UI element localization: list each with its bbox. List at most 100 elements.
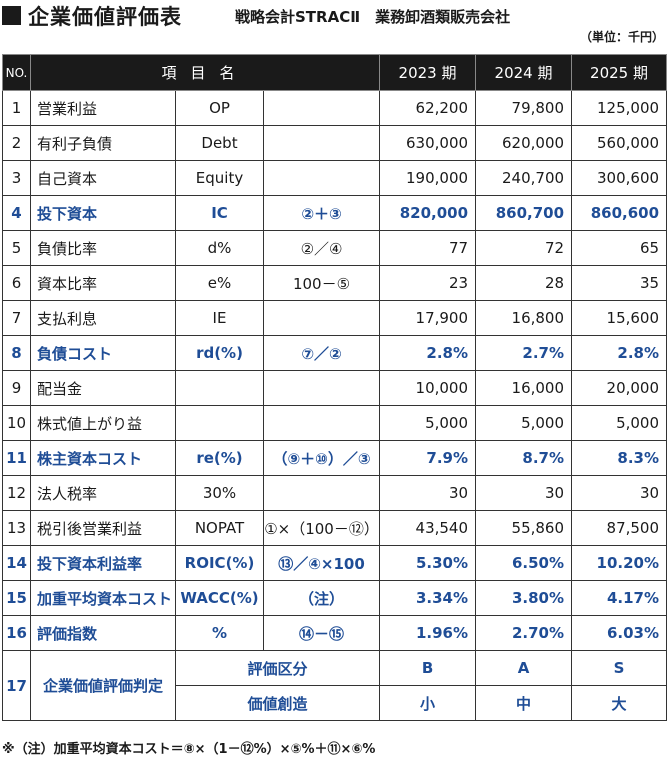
row-formula: ①×（100－⑫） bbox=[262, 510, 381, 546]
table-row: 2 有利子負債 Debt 630,000 620,000 560,000 bbox=[2, 125, 668, 161]
valuation-table: NO. 項目名 2023 期 2024 期 2025 期 1 営業利益 OP 62,2… bbox=[2, 54, 668, 721]
value-2024: 16,800 bbox=[475, 300, 573, 336]
value-2023: 10,000 bbox=[379, 370, 477, 406]
header-year-2025: 2025 期 bbox=[571, 54, 668, 91]
row-abbreviation: IC bbox=[175, 195, 264, 231]
value-2025: 35 bbox=[571, 265, 668, 301]
row-abbreviation: OP bbox=[175, 90, 264, 126]
value-2024: 30 bbox=[475, 475, 573, 511]
table-row: 7 支払利息 IE 17,900 16,800 15,600 bbox=[2, 300, 668, 336]
header-item: 項目名 bbox=[29, 54, 381, 91]
value-2023: 5.30% bbox=[379, 545, 477, 581]
value-2025: 300,600 bbox=[571, 160, 668, 196]
row-number: 14 bbox=[2, 545, 31, 581]
value-2023: 62,200 bbox=[379, 90, 477, 126]
judgement-value-label: 価値創造 bbox=[174, 685, 381, 721]
table-row: 13 税引後営業利益 NOPAT ①×（100－⑫） 43,540 55,860 87,50… bbox=[2, 510, 668, 546]
value-2024: 2.7% bbox=[475, 335, 573, 371]
table-row: 9 配当金 10,000 16,000 20,000 bbox=[2, 370, 668, 406]
value-2025: 125,000 bbox=[571, 90, 668, 126]
row-item-name: 負債コスト bbox=[30, 335, 176, 371]
row-abbreviation: re(%) bbox=[175, 440, 264, 476]
row-item-name: 配当金 bbox=[30, 370, 176, 406]
row-formula bbox=[262, 405, 381, 441]
value-2024: 5,000 bbox=[475, 405, 573, 441]
row-abbreviation: % bbox=[175, 615, 264, 651]
row-number: 16 bbox=[2, 615, 31, 651]
header: 企業価値評価表 戦略会計STRACⅡ 業務卸酒類販売会社 bbox=[2, 0, 668, 30]
footnote: ※（注）加重平均資本コスト＝⑧×（1－⑫%）×⑤%＋⑪×⑥% bbox=[2, 742, 376, 757]
value-2023: 3.34% bbox=[379, 580, 477, 616]
row-abbreviation: e% bbox=[175, 265, 264, 301]
value-2025: 4.17% bbox=[571, 580, 668, 616]
row-item-name: 投下資本 bbox=[30, 195, 176, 231]
row-number: 15 bbox=[2, 580, 31, 616]
judgement-grade-label: 評価区分 bbox=[174, 650, 381, 686]
value-2023: 77 bbox=[379, 230, 477, 266]
value-2025: 860,600 bbox=[571, 195, 668, 231]
value-2024: 28 bbox=[475, 265, 573, 301]
row-abbreviation: NOPAT bbox=[175, 510, 264, 546]
value-2024: 3.80% bbox=[475, 580, 573, 616]
value-2025: 20,000 bbox=[571, 370, 668, 406]
title-square-icon bbox=[2, 6, 21, 25]
row-item-name: 評価指数 bbox=[30, 615, 176, 651]
row-item-name: 税引後営業利益 bbox=[30, 510, 176, 546]
row-number: 2 bbox=[2, 125, 31, 161]
header-year-2024: 2024 期 bbox=[475, 54, 573, 91]
row-abbreviation: d% bbox=[175, 230, 264, 266]
row-item-name: 支払利息 bbox=[30, 300, 176, 336]
row-formula: ⑬／④×100 bbox=[262, 545, 381, 581]
value-2025: 5,000 bbox=[571, 405, 668, 441]
value-2024: 240,700 bbox=[475, 160, 573, 196]
table-row: 16 評価指数% ⑭－⑮ 1.96% 2.70% 6.03% bbox=[2, 615, 668, 651]
row-abbreviation: rd(%) bbox=[175, 335, 264, 371]
value-2025: 10.20% bbox=[571, 545, 668, 581]
row-formula bbox=[262, 300, 381, 336]
row-abbreviation: ROIC(%) bbox=[175, 545, 264, 581]
row-abbreviation: Equity bbox=[175, 160, 264, 196]
header-row: NO. 項目名 2023 期 2024 期 2025 期 bbox=[2, 54, 668, 91]
value-2024: 860,700 bbox=[475, 195, 573, 231]
row-number: 8 bbox=[2, 335, 31, 371]
row-formula bbox=[262, 125, 381, 161]
value-2024: 16,000 bbox=[475, 370, 573, 406]
row-number: 9 bbox=[2, 370, 31, 406]
header-no: NO. bbox=[2, 54, 31, 91]
row-abbreviation: Debt bbox=[175, 125, 264, 161]
row-number: 4 bbox=[2, 195, 31, 231]
row-formula bbox=[262, 370, 381, 406]
page-title: 企業価値評価表 bbox=[28, 5, 182, 29]
value-2025: 15,600 bbox=[571, 300, 668, 336]
value-2024: 8.7% bbox=[475, 440, 573, 476]
grade-2023: B bbox=[379, 650, 477, 686]
grade-2024: A bbox=[475, 650, 573, 686]
row-formula: ②＋③ bbox=[262, 195, 381, 231]
row-formula bbox=[262, 90, 381, 126]
row-item-name: 自己資本 bbox=[30, 160, 176, 196]
table-row: 10 株式値上がり益 5,000 5,000 5,000 bbox=[2, 405, 668, 441]
row-formula: （⑨＋⑩）／③ bbox=[262, 440, 381, 476]
value-creation-2024: 中 bbox=[475, 685, 573, 721]
row-number: 3 bbox=[2, 160, 31, 196]
value-2025: 30 bbox=[571, 475, 668, 511]
row-abbreviation: 30% bbox=[175, 475, 264, 511]
value-2024: 72 bbox=[475, 230, 573, 266]
row-item-name: 負債比率 bbox=[30, 230, 176, 266]
value-2024: 6.50% bbox=[475, 545, 573, 581]
row-abbreviation: IE bbox=[175, 300, 264, 336]
row-item-name: 加重平均資本コスト bbox=[30, 580, 176, 616]
value-creation-2025: 大 bbox=[571, 685, 668, 721]
judgement-title: 企業価値評価判定 bbox=[30, 650, 176, 721]
table-row: 5 負債比率 d% ②／④ 77 72 65 bbox=[2, 230, 668, 266]
value-2023: 820,000 bbox=[379, 195, 477, 231]
value-2024: 55,860 bbox=[475, 510, 573, 546]
row-formula: ⑦／② bbox=[262, 335, 381, 371]
table-row: 11 株主資本コスト re(%) （⑨＋⑩）／③ 7.9% 8.7% 8.3% bbox=[2, 440, 668, 476]
value-2024: 620,000 bbox=[475, 125, 573, 161]
value-2024: 2.70% bbox=[475, 615, 573, 651]
table-row: 6 資本比率 e% 100－⑤ 23 28 35 bbox=[2, 265, 668, 301]
table-row: 1 営業利益 OP 62,200 79,800 125,000 bbox=[2, 90, 668, 126]
row-formula bbox=[262, 160, 381, 196]
value-2023: 43,540 bbox=[379, 510, 477, 546]
